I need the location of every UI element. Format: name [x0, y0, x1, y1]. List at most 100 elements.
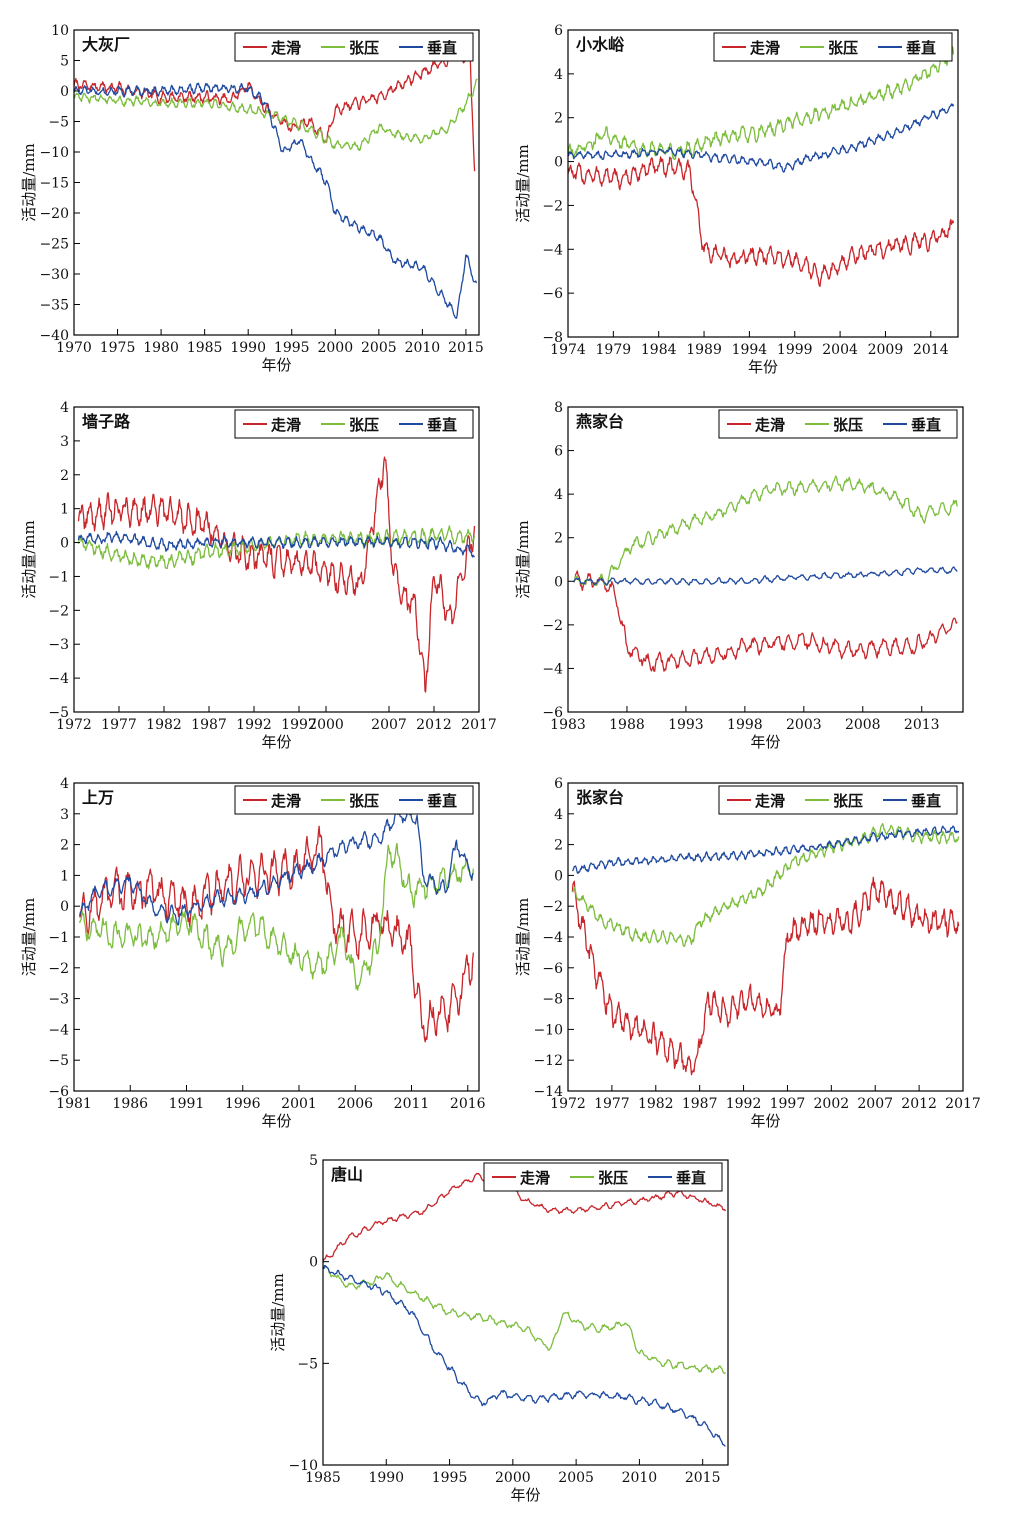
y-tick-label: −5 — [48, 705, 69, 721]
legend-label: 张压 — [828, 39, 858, 57]
y-tick-label: 3 — [60, 807, 69, 823]
x-tick-label: 1972 — [56, 717, 92, 733]
y-tick-label: 4 — [554, 67, 563, 83]
legend-label: 张压 — [349, 39, 379, 57]
y-tick-label: 4 — [60, 400, 69, 416]
y-tick-label: 0 — [554, 868, 563, 884]
axis-frame — [567, 29, 959, 338]
series-line-走滑 — [77, 456, 476, 693]
x-tick-label: 2007 — [857, 1096, 893, 1112]
x-tick-label: 2015 — [448, 340, 484, 356]
y-tick-label: −6 — [542, 961, 563, 977]
axis-frame — [73, 406, 480, 713]
legend-label: 垂直 — [906, 39, 936, 57]
legend: 走滑 张压 垂直 — [234, 409, 474, 439]
x-tick-label: 1975 — [100, 340, 136, 356]
x-tick-label: 1970 — [56, 340, 92, 356]
x-tick-label: 2004 — [822, 342, 858, 358]
panel-4: 1983 1988 1993 1998 2003 2008 2013 8 6 4 2 0 −2 −4 −6 年… — [514, 400, 964, 751]
x-tick-label: 1992 — [236, 717, 272, 733]
x-tick-label: 1986 — [112, 1096, 148, 1112]
x-tick-label: 1979 — [596, 342, 632, 358]
x-tick-label: 1994 — [732, 342, 768, 358]
y-tick-label: −14 — [533, 1084, 563, 1100]
y-axis-title: 活动量/mm — [514, 144, 532, 223]
x-tick-label: 2000 — [317, 340, 353, 356]
x-tick-label: 1995 — [432, 1470, 468, 1486]
x-tick-label: 1992 — [726, 1096, 762, 1112]
y-tick-label: 4 — [554, 807, 563, 823]
x-tick-label: 2017 — [461, 717, 497, 733]
panel-6: 1972 1977 1982 1987 1992 1997 2002 2007 2012 2017… — [514, 776, 981, 1130]
y-tick-label: −15 — [39, 176, 69, 192]
x-tick-label: 2003 — [786, 717, 822, 733]
x-tick-label: 2013 — [904, 717, 940, 733]
series-line-张压 — [77, 525, 476, 570]
legend: 走滑 张压 垂直 — [234, 32, 474, 62]
x-tick-label: 1988 — [609, 717, 645, 733]
x-tick-label: 1985 — [187, 340, 223, 356]
x-tick-label: 2000 — [495, 1470, 531, 1486]
y-tick-label: −6 — [542, 286, 563, 302]
x-tick-label: 2009 — [868, 342, 904, 358]
legend: 走滑 张压 垂直 — [718, 409, 958, 439]
legend: 走滑 张压 垂直 — [234, 785, 474, 815]
x-tick-label: 1985 — [305, 1470, 341, 1486]
y-tick-label: 0 — [554, 574, 563, 590]
x-axis-title: 年份 — [748, 358, 778, 376]
legend-label: 走滑 — [520, 1169, 550, 1187]
station-name: 唐山 — [331, 1165, 363, 1184]
y-tick-label: 1 — [60, 868, 69, 884]
y-axis-title: 活动量/mm — [20, 898, 38, 977]
x-tick-label: 1984 — [641, 342, 677, 358]
station-name: 燕家台 — [576, 412, 624, 431]
y-tick-label: 2 — [554, 111, 563, 127]
legend-label: 垂直 — [427, 416, 457, 434]
legend-label: 垂直 — [427, 792, 457, 810]
y-tick-label: 1 — [60, 502, 69, 518]
axis-frame — [567, 782, 964, 1092]
y-tick-label: 4 — [60, 776, 69, 792]
x-tick-label: 2010 — [622, 1470, 658, 1486]
y-tick-label: −1 — [48, 569, 69, 585]
series-line-张压 — [573, 475, 958, 587]
y-tick-label: −10 — [288, 1458, 318, 1474]
y-tick-label: 2 — [60, 838, 69, 854]
x-tick-label: 1987 — [191, 717, 227, 733]
legend-label: 张压 — [349, 416, 379, 434]
axis-frame — [322, 1159, 729, 1466]
y-tick-label: 3 — [60, 434, 69, 450]
series-line-走滑 — [323, 1172, 727, 1263]
y-tick-label: −35 — [39, 298, 69, 314]
series-line-张压 — [571, 822, 960, 947]
series-line-张压 — [323, 1265, 726, 1375]
x-tick-label: 1991 — [169, 1096, 205, 1112]
x-axis-title: 年份 — [261, 356, 291, 374]
series-line-垂直 — [568, 103, 955, 173]
x-tick-label: 2015 — [685, 1470, 721, 1486]
y-tick-label: −8 — [542, 992, 563, 1008]
x-tick-label: 1997 — [770, 1096, 806, 1112]
series-line-垂直 — [77, 530, 475, 558]
x-tick-label: 1989 — [686, 342, 722, 358]
station-name: 墙子路 — [82, 412, 131, 431]
legend: 走滑 张压 垂直 — [713, 32, 953, 62]
x-tick-label: 1998 — [727, 717, 763, 733]
legend-label: 走滑 — [755, 792, 785, 810]
y-tick-label: −20 — [39, 206, 69, 222]
series-line-走滑 — [568, 156, 955, 287]
x-tick-label: 1983 — [550, 717, 586, 733]
series-line-垂直 — [74, 82, 478, 319]
y-axis-title: 活动量/mm — [269, 1273, 287, 1352]
station-name: 小水峪 — [576, 35, 625, 54]
x-tick-label: 1982 — [638, 1096, 674, 1112]
series-line-张压 — [568, 46, 955, 161]
x-tick-label: 1990 — [230, 340, 266, 356]
station-name: 大灰厂 — [82, 35, 130, 54]
y-tick-label: −4 — [48, 1022, 69, 1038]
legend: 走滑 张压 垂直 — [483, 1162, 723, 1192]
y-tick-label: −40 — [39, 328, 69, 344]
x-tick-label: 2008 — [845, 717, 881, 733]
x-tick-label: 1995 — [274, 340, 310, 356]
x-tick-label: 2005 — [361, 340, 397, 356]
